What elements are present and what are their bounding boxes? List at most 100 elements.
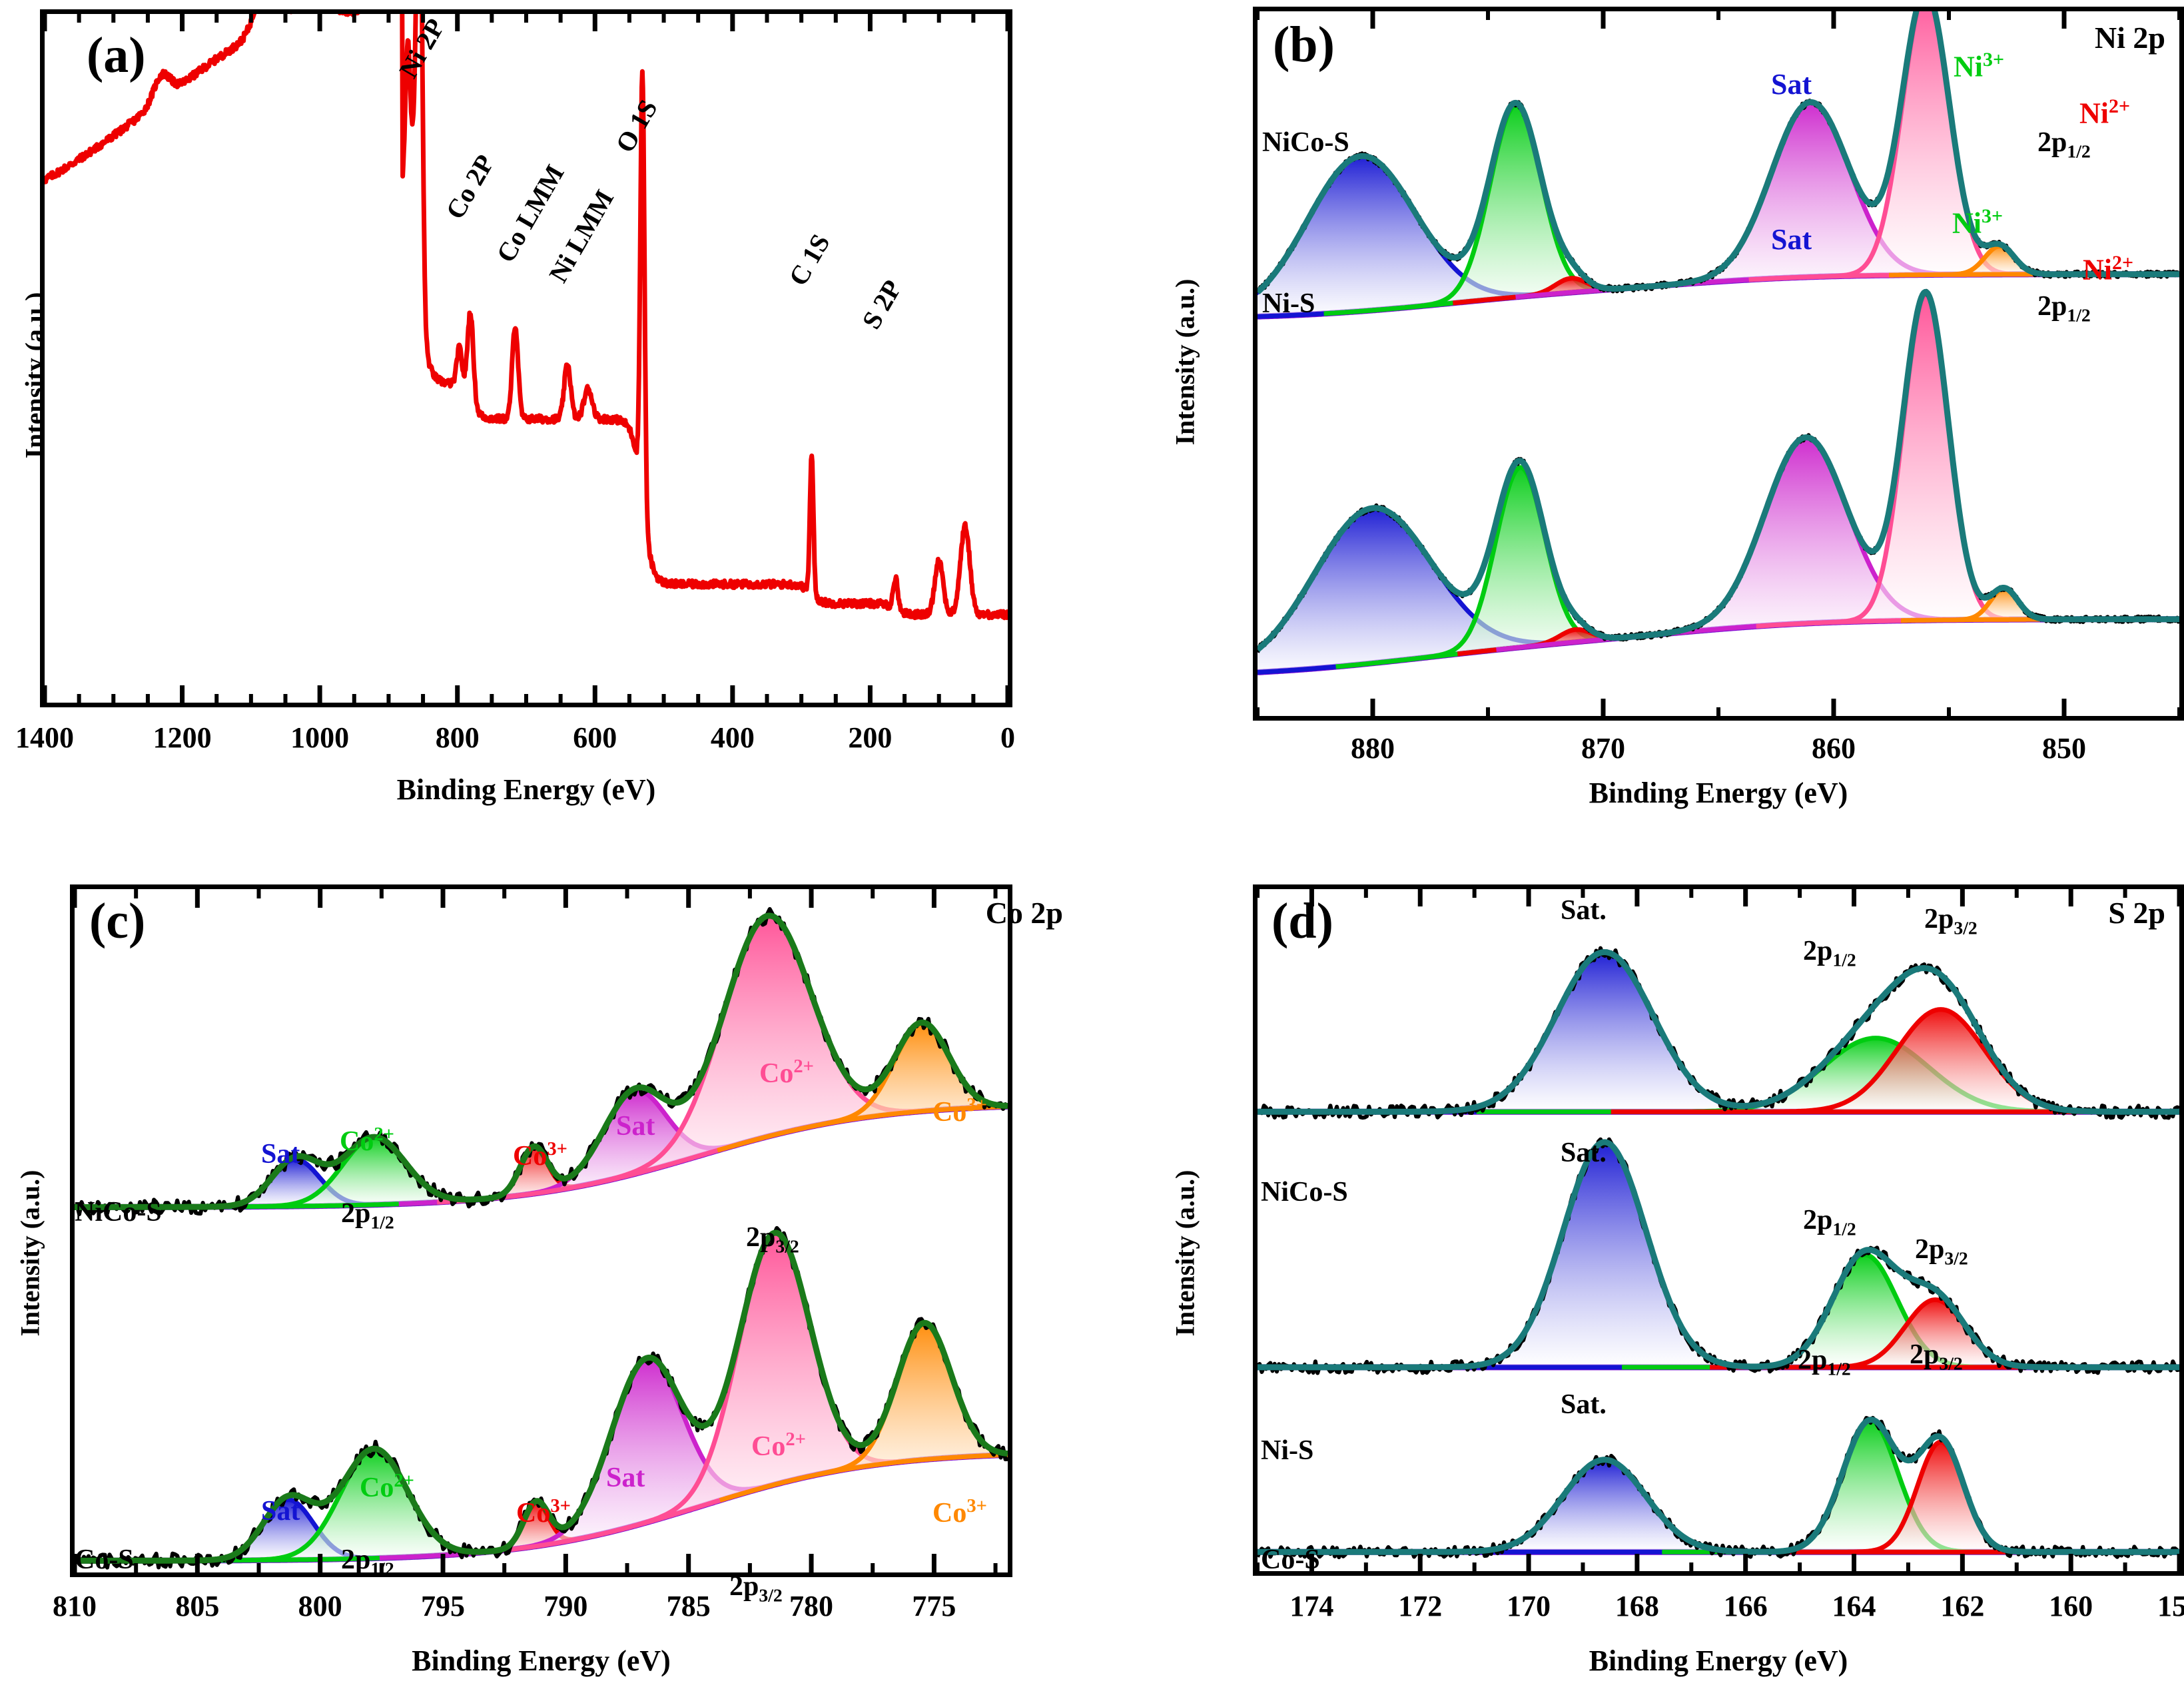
x-tick-label: 0 (1000, 721, 1015, 754)
panel-d-orbital-2p32-middle: 2p3/2 (1915, 1234, 1968, 1269)
raw-data-curve (1258, 946, 2179, 1120)
panel-d: Intensity (a.u.) (d) S 2p NiCo-S Sat. 2p… (1105, 878, 2184, 1707)
panel-b-ni2p-svg (1258, 11, 2179, 716)
panel-b-sample-label-ni-s: Ni-S (1262, 288, 1315, 319)
x-tick-label: 795 (421, 1590, 466, 1622)
raw-data-curve (1258, 1415, 2179, 1560)
panel-b-x-axis-label: Binding Energy (eV) (1589, 777, 1848, 809)
x-tick-label: 800 (435, 721, 480, 754)
panel-d-orbital-title: S 2p (2108, 896, 2165, 930)
x-tick-label: 775 (912, 1590, 956, 1622)
panel-d-y-axis-label: Intensity (a.u.) (1170, 1170, 1200, 1337)
panel-c-orbital-2p32-bottom: 2p3/2 (729, 1571, 783, 1606)
panel-c-co2p-svg (75, 889, 1008, 1572)
component-peak-2p12 (1662, 1418, 2079, 1554)
x-tick-label: 200 (848, 721, 893, 754)
panel-b-orbital-2p12-top: 2p1/2 (2037, 127, 2091, 162)
panel-d-x-axis-label: Binding Energy (eV) (1589, 1644, 1848, 1677)
panel-b-plot-area (1253, 7, 2184, 721)
panel-d-orbital-2p32-top: 2p3/2 (1924, 904, 1978, 938)
panel-b-peak-ni2-red-top: Ni2+ (2079, 95, 2130, 130)
panel-c-orbital-title: Co 2p (985, 896, 1063, 930)
panel-c-sample-label-nico-s: NiCo-S (75, 1197, 162, 1227)
panel-a-tag: (a) (87, 27, 146, 83)
panel-b-peak-sat-blue-bottom: Sat (1771, 223, 1812, 256)
panel-a-x-axis-label: Binding Energy (eV) (396, 773, 656, 806)
panel-d-s2p-svg (1258, 889, 2179, 1571)
x-tick-label: 780 (789, 1590, 834, 1622)
panel-c-peak-sat-blue-top: Sat (261, 1139, 300, 1170)
panel-b-orbital-2p12-bottom: 2p1/2 (2037, 291, 2091, 326)
axis-tick-marks (1258, 889, 2179, 1571)
panel-d-orbital-2p12-top: 2p1/2 (1803, 936, 1856, 970)
x-tick-label: 880 (1351, 732, 1395, 765)
panel-b-orbital-title: Ni 2p (2094, 21, 2165, 55)
panel-a: Intensity (a.u.) (a) Ni 2P Co 2P Co LMM … (0, 0, 1079, 819)
x-tick-label: 850 (2042, 732, 2086, 765)
panel-d-orbital-2p12-middle: 2p1/2 (1803, 1205, 1856, 1239)
panel-c-peak-co3-orange-bottom: Co3+ (932, 1496, 987, 1529)
panel-d-peak-sat-middle: Sat. (1561, 1138, 1607, 1168)
fitted-envelope-curve (1258, 1417, 2179, 1555)
x-tick-label: 1200 (153, 721, 212, 754)
panel-c-orbital-2p32-top: 2p3/2 (746, 1222, 799, 1257)
panel-c-plot-area (70, 884, 1012, 1577)
x-tick-label: 158 (2157, 1590, 2184, 1622)
x-tick-label: 1000 (290, 721, 350, 754)
fitted-envelope-curve (1258, 1139, 2179, 1371)
panel-b-peak-ni3-green-bottom: Ni3+ (1952, 205, 2003, 240)
panel-d-sample-label-co-s: Co-S (1261, 1544, 1320, 1575)
panel-b: Intensity (a.u.) (b) Ni 2p NiCo-S Sat Ni… (1105, 0, 2184, 819)
fitted-envelope-curve (1258, 288, 2179, 652)
panel-c-peak-sat-magenta-bottom: Sat (606, 1463, 645, 1493)
x-tick-label: 790 (544, 1590, 588, 1622)
panel-c: Intensity (a.u.) (c) Co 2p NiCo-S Sat Co… (0, 878, 1079, 1707)
panel-d-orbital-2p32-bottom: 2p3/2 (1910, 1339, 1963, 1374)
fitted-envelope-curve (1258, 949, 2179, 1115)
panel-b-peak-ni3-green-top: Ni3+ (1954, 49, 2004, 83)
panel-a-plot-area (40, 9, 1012, 707)
x-tick-label: 400 (710, 721, 755, 754)
panel-b-tag: (b) (1273, 17, 1335, 73)
panel-c-peak-co3-orange-top: Co3+ (932, 1095, 987, 1128)
panel-c-peak-co2-pink-bottom: Co2+ (751, 1429, 806, 1462)
panel-d-sample-label-nico-s: NiCo-S (1261, 1177, 1348, 1207)
axis-tick-marks (75, 889, 998, 1572)
x-tick-label: 166 (1723, 1590, 1768, 1622)
panel-d-tag: (d) (1272, 893, 1333, 949)
panel-c-orbital-2p12-bottom: 2p1/2 (341, 1544, 394, 1579)
fitted-envelope-curve (1258, 11, 2179, 295)
panel-c-x-axis-label: Binding Energy (eV) (412, 1644, 671, 1677)
panel-c-y-axis-label: Intensity (a.u.) (15, 1170, 45, 1337)
raw-data-curve (1258, 1137, 2179, 1375)
panel-c-peak-sat-blue-bottom: Sat (261, 1496, 300, 1527)
panel-c-peak-co3-red-bottom: Co3+ (516, 1496, 571, 1529)
x-tick-label: 810 (53, 1590, 97, 1622)
panel-c-sample-label-co-s: Co-S (75, 1544, 134, 1575)
raw-data-curve (75, 1225, 1008, 1570)
x-tick-label: 172 (1398, 1590, 1443, 1622)
axis-tick-marks (45, 14, 1008, 703)
panel-d-plot-area (1253, 884, 2184, 1576)
panel-c-peak-co3-red-top: Co3+ (513, 1139, 567, 1172)
panel-a-survey-svg (45, 14, 1008, 703)
panel-c-peak-sat-magenta-top: Sat (616, 1111, 655, 1142)
x-tick-label: 860 (1812, 732, 1856, 765)
x-tick-label: 164 (1832, 1590, 1876, 1622)
panel-c-orbital-2p12-top: 2p1/2 (341, 1198, 394, 1233)
panel-b-sample-label-nico-s: NiCo-S (1262, 127, 1349, 158)
x-tick-label: 870 (1581, 732, 1625, 765)
panel-c-peak-co2-green-top: Co2+ (340, 1124, 394, 1157)
panel-c-tag: (c) (89, 893, 146, 949)
x-tick-label: 174 (1289, 1590, 1334, 1622)
axis-tick-marks (1258, 11, 2179, 716)
fitted-envelope-curve (75, 1229, 1008, 1564)
x-tick-label: 162 (1940, 1590, 1985, 1622)
panel-d-sample-label-ni-s: Ni-S (1261, 1435, 1314, 1466)
panel-c-peak-co2-green-bottom: Co2+ (360, 1471, 414, 1503)
x-tick-label: 785 (666, 1590, 711, 1622)
panel-b-y-axis-label: Intensity (a.u.) (1170, 278, 1200, 446)
panel-b-peak-sat-blue-top: Sat (1771, 68, 1812, 101)
x-tick-label: 160 (2049, 1590, 2093, 1622)
